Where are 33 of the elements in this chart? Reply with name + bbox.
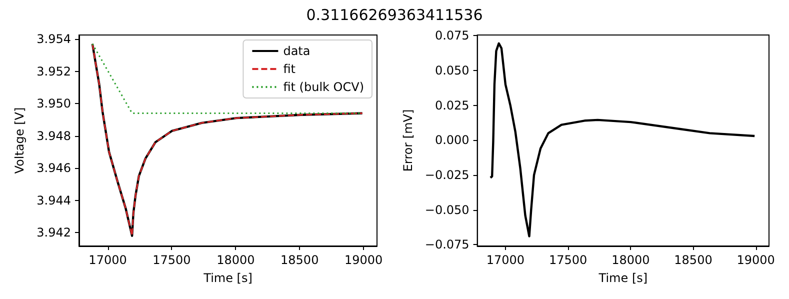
y-tick-label: 0.000 <box>434 133 470 148</box>
legend-label: fit <box>283 62 296 76</box>
x-tick-label: 19000 <box>344 253 383 267</box>
legend-label: fit (bulk OCV) <box>283 80 364 94</box>
x-tick-label: 19000 <box>736 253 775 267</box>
x-tick-label: 18500 <box>280 253 319 267</box>
chart-title: 0.31166269363411536 <box>305 6 484 24</box>
y-tick-label: 3.942 <box>36 226 71 240</box>
x-axis-title: Time [s] <box>202 271 252 285</box>
y-tick-label: −0.025 <box>424 168 470 182</box>
y-tick-label: 3.950 <box>36 96 71 111</box>
y-tick-label: −0.050 <box>424 202 470 217</box>
y-axis-title: Voltage [V] <box>12 107 27 174</box>
x-tick-label: 17000 <box>486 253 525 267</box>
y-tick-label: 0.050 <box>434 64 470 78</box>
y-tick-label: 3.952 <box>36 64 71 78</box>
x-tick-label: 18000 <box>216 253 255 267</box>
y-tick-label: −0.075 <box>424 238 470 252</box>
y-tick-label: 0.025 <box>434 98 470 112</box>
x-tick-label: 18500 <box>674 253 712 267</box>
y-tick-label: 3.946 <box>36 161 71 176</box>
y-tick-label: 3.944 <box>36 193 71 208</box>
line-series <box>489 42 756 238</box>
y-tick-label: 3.954 <box>36 32 71 46</box>
x-tick-label: 17500 <box>152 253 191 267</box>
y-tick-label: 3.948 <box>36 128 71 143</box>
y-axis-title: Error [mV] <box>401 109 415 172</box>
x-tick-label: 18000 <box>612 253 650 267</box>
y-tick-label: 0.075 <box>434 28 470 43</box>
x-axis-title: Time [s] <box>598 271 648 285</box>
x-tick-label: 17000 <box>88 253 127 267</box>
x-tick-label: 17500 <box>548 253 588 267</box>
legend-label: data <box>283 44 310 58</box>
